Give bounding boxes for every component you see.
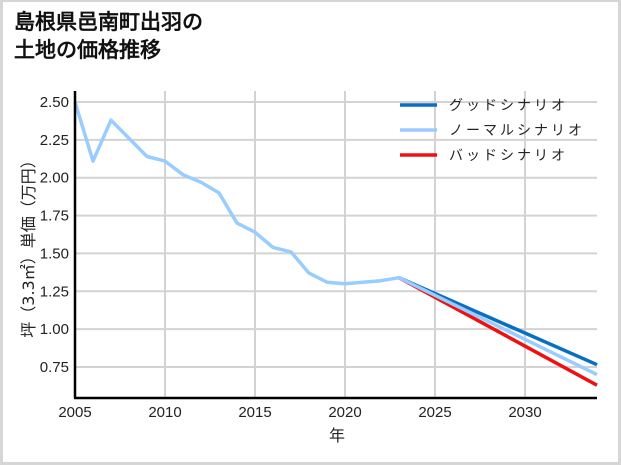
y-tick-label: 2.00: [40, 170, 69, 187]
x-tick-labels: 2005 2010 2015 2020 2025 2030: [58, 404, 541, 421]
legend-label: バッドシナリオ: [449, 148, 568, 164]
axes: [73, 91, 597, 400]
x-tick-label: 2030: [508, 404, 541, 421]
legend-label: グッドシナリオ: [449, 98, 568, 114]
y-tick-label: 1.00: [40, 321, 69, 338]
x-tick-label: 2020: [328, 404, 361, 421]
x-tick-label: 2005: [58, 404, 91, 421]
legend-label: ノーマルシナリオ: [449, 123, 585, 139]
y-tick-label: 1.75: [40, 208, 69, 225]
y-tick-label: 2.25: [40, 132, 69, 149]
chart-title-line-2: 土地の価格推移: [14, 38, 161, 62]
x-tick-label: 2025: [418, 404, 451, 421]
y-tick-labels: 2.50 2.25 2.00 1.75 1.50 1.25 1.00 0.75: [40, 94, 69, 376]
y-tick-label: 0.75: [40, 359, 69, 376]
y-tick-label: 2.50: [40, 94, 69, 111]
x-axis-label: 年: [329, 426, 345, 445]
x-tick-label: 2015: [238, 404, 271, 421]
x-tick-label: 2010: [148, 404, 181, 421]
series-lines: [73, 101, 598, 387]
series-line: [73, 101, 598, 377]
chart-title-line-1: 島根県邑南町出羽の: [14, 10, 203, 34]
y-tick-label: 1.50: [40, 245, 69, 262]
chart-title: 島根県邑南町出羽の 土地の価格推移: [14, 8, 203, 64]
grid-lines: [75, 91, 597, 398]
y-axis-label: 坪（3.3㎡）単価（万円）: [19, 152, 38, 337]
y-tick-label: 1.25: [40, 283, 69, 300]
